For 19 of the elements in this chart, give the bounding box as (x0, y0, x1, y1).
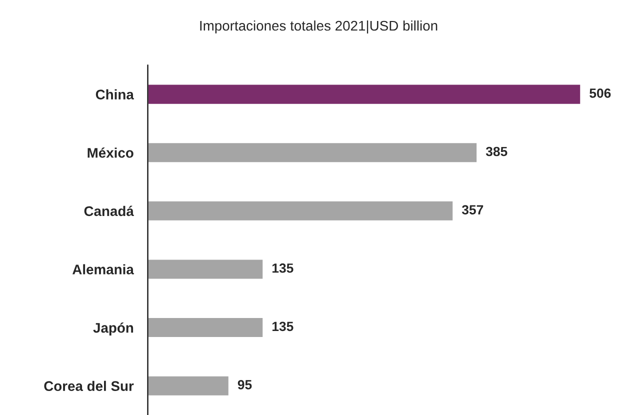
data-label: 357 (462, 205, 484, 214)
chart-title: Importaciones totales 2021|USD billion (200, 20, 438, 34)
data-label: 135 (272, 322, 294, 332)
bar (148, 316, 264, 338)
bar (148, 83, 582, 106)
data-label: 135 (272, 263, 294, 273)
y-tick-label: Corea del Sur (44, 380, 134, 392)
data-label: 506 (590, 88, 611, 98)
data-label: 95 (238, 380, 252, 390)
y-tick-label: Canadá (84, 206, 134, 216)
y-tick-label: China (96, 89, 134, 100)
y-tick-label: Alemania (72, 264, 134, 274)
data-label: 385 (486, 146, 508, 156)
bar (148, 374, 230, 397)
bar (148, 142, 478, 164)
y-tick-label: México (88, 147, 134, 158)
bar (148, 200, 454, 222)
y-tick-label: Japón (93, 322, 134, 336)
bar (148, 258, 264, 280)
